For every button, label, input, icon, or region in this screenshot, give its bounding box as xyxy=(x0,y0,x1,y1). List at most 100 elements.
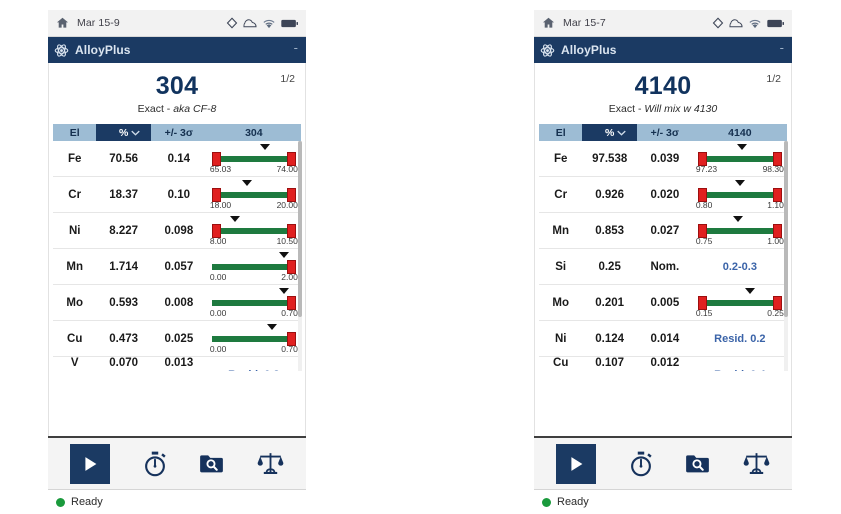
element-value: 97.538 xyxy=(592,152,628,165)
table-row[interactable]: Cu 0.473 0.025 0.00 0.70 xyxy=(53,321,301,358)
element-value: 0.853 xyxy=(595,224,625,237)
column-header-label: +/- 3σ xyxy=(164,126,194,139)
spec-range-slider: 65.03 74.00 xyxy=(210,143,298,174)
column-header-label: 304 xyxy=(245,126,263,139)
table-row[interactable]: Cr 18.37 0.10 18.00 20.00 xyxy=(53,177,301,214)
balance-scale-button[interactable] xyxy=(257,451,284,476)
range-cap-high xyxy=(772,295,782,310)
column-header-label: El xyxy=(555,126,566,139)
table-row[interactable]: V 0.070 0.013 Resid. 0.2 xyxy=(53,357,301,371)
table-row[interactable]: Cu 0.107 0.012 Resid. 0.4 xyxy=(539,357,787,371)
column-header-label: % xyxy=(604,126,615,139)
column-header-2[interactable]: % xyxy=(96,124,151,142)
folder-search-button[interactable] xyxy=(685,453,710,474)
spec-range-cell: 0.2-0.3 xyxy=(693,249,787,284)
screenshot-root: Mar 15-9 AlloyPlus - 1/2 304 Exact - aka CF-8… xyxy=(48,10,792,514)
device-right: Mar 15-7 AlloyPlus - 1/2 4140 Exact - Will mi… xyxy=(534,10,792,514)
element-sigma: 0.10 xyxy=(167,188,191,201)
element-value: 70.56 xyxy=(109,152,139,165)
chevron-down-icon xyxy=(131,127,140,139)
balance-scale-button[interactable] xyxy=(743,451,770,476)
element-value: 8.227 xyxy=(109,224,139,237)
range-limit-high: 20.00 xyxy=(276,199,298,210)
status-text: Ready xyxy=(71,496,103,508)
spec-range-cell: Resid. 0.2 xyxy=(207,357,301,372)
location-icon xyxy=(712,17,724,29)
column-header-4[interactable]: 4140 xyxy=(692,124,787,142)
table-row[interactable]: Mn 1.714 0.057 0.00 2.00 xyxy=(53,249,301,286)
minimize-button[interactable]: - xyxy=(779,39,784,55)
spec-range-cell: 18.00 20.00 xyxy=(207,177,301,212)
element-sigma: 0.013 xyxy=(164,357,194,370)
range-limit-high: 98.30 xyxy=(762,163,784,174)
column-header-4[interactable]: 304 xyxy=(206,124,301,142)
match-alias: Will mix w 4130 xyxy=(644,103,718,116)
column-header-3[interactable]: +/- 3σ xyxy=(150,124,207,142)
table-row[interactable]: Si 0.25 Nom. 0.2-0.3 xyxy=(539,249,787,286)
match-prefix: Exact - xyxy=(608,103,645,116)
measured-value-marker xyxy=(242,179,253,186)
column-header-2[interactable]: % xyxy=(582,124,637,142)
spec-range-cell: Resid. 0.2 xyxy=(693,321,787,356)
table-scrollbar-thumb[interactable] xyxy=(298,141,302,318)
table-scrollbar-thumb[interactable] xyxy=(784,141,788,318)
status-bar-icons xyxy=(226,17,298,29)
column-header-1[interactable]: El xyxy=(539,124,583,142)
app-title-bar: AlloyPlus - xyxy=(534,37,792,63)
range-cap-high xyxy=(286,187,296,202)
table-row[interactable]: Fe 97.538 0.039 97.23 98.30 xyxy=(539,141,787,178)
element-symbol: Cr xyxy=(554,188,568,201)
element-value: 0.107 xyxy=(595,357,625,370)
table-row[interactable]: Ni 0.124 0.014 Resid. 0.2 xyxy=(539,321,787,358)
range-cap-low xyxy=(697,223,707,238)
match-alias: aka CF-8 xyxy=(173,103,217,116)
element-value: 0.473 xyxy=(109,332,139,345)
table-row[interactable]: Ni 8.227 0.098 8.00 10.50 xyxy=(53,213,301,250)
element-symbol: Cr xyxy=(68,188,82,201)
range-cap-high xyxy=(286,151,296,166)
status-bar-date: Mar 15-7 xyxy=(563,17,606,29)
range-cap-low xyxy=(697,295,707,310)
measured-value-marker xyxy=(744,287,755,294)
column-header-3[interactable]: +/- 3σ xyxy=(636,124,693,142)
element-sigma: 0.008 xyxy=(164,296,194,309)
spec-note: Resid. 0.4 xyxy=(693,369,787,372)
spec-range-cell: Resid. 0.4 xyxy=(693,357,787,372)
measured-value-marker xyxy=(229,215,240,222)
element-value: 1.714 xyxy=(109,260,139,273)
status-indicator-dot xyxy=(542,497,551,507)
table-row[interactable]: Mn 0.853 0.027 0.75 1.00 xyxy=(539,213,787,250)
play-button[interactable] xyxy=(70,443,111,484)
app-title: AlloyPlus xyxy=(561,43,617,57)
battery-icon xyxy=(281,19,298,28)
element-symbol: Cu xyxy=(553,357,569,370)
bottom-toolbar xyxy=(534,436,792,489)
stopwatch-button[interactable] xyxy=(143,451,167,477)
table-row[interactable]: Mo 0.593 0.008 0.00 0.70 xyxy=(53,285,301,322)
element-value: 0.124 xyxy=(595,332,625,345)
range-cap-high xyxy=(772,187,782,202)
table-row[interactable]: Mo 0.201 0.005 0.15 0.25 xyxy=(539,285,787,322)
range-cap-high xyxy=(772,223,782,238)
element-symbol: Si xyxy=(555,260,567,273)
range-cap-low xyxy=(211,151,221,166)
range-limit-low: 0.80 xyxy=(695,199,713,210)
folder-search-button[interactable] xyxy=(199,453,224,474)
table-row[interactable]: Cr 0.926 0.020 0.80 1.10 xyxy=(539,177,787,214)
os-status-bar: Mar 15-9 xyxy=(48,10,306,37)
column-header-label: El xyxy=(69,126,80,139)
range-limit-high: 0.25 xyxy=(767,307,784,318)
minimize-button[interactable]: - xyxy=(293,39,298,55)
cloud-icon xyxy=(243,18,257,29)
spec-range-cell: 97.23 98.30 xyxy=(693,141,787,176)
stopwatch-button[interactable] xyxy=(629,451,653,477)
element-symbol: Mn xyxy=(552,224,569,237)
play-button[interactable] xyxy=(556,443,597,484)
spec-range-slider: 18.00 20.00 xyxy=(210,179,298,210)
table-row[interactable]: Fe 70.56 0.14 65.03 74.00 xyxy=(53,141,301,178)
status-footer: Ready xyxy=(534,489,792,514)
range-bar xyxy=(211,155,296,162)
app-screen: 1/2 304 Exact - aka CF-8 El% +/- 3σ 304 Fe 70.5… xyxy=(48,63,306,436)
column-header-1[interactable]: El xyxy=(53,124,97,142)
spec-range-slider: 97.23 98.30 xyxy=(696,143,784,174)
